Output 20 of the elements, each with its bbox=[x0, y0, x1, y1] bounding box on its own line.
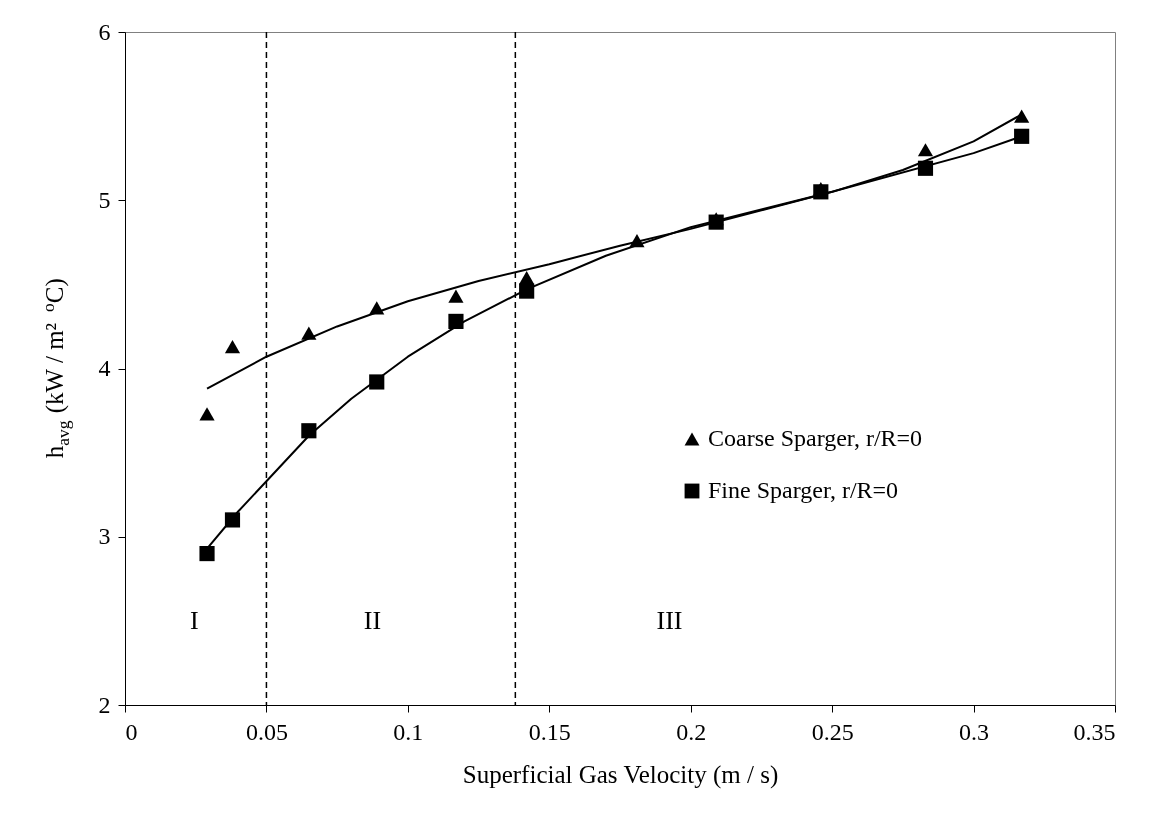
y-tick-label: 3 bbox=[98, 523, 111, 550]
x-tick-label: 0 bbox=[125, 718, 138, 745]
x-tick-label: 0.3 bbox=[959, 718, 990, 745]
annotation: II bbox=[363, 605, 382, 635]
y-tick-label: 6 bbox=[98, 18, 111, 45]
annotation: III bbox=[656, 605, 683, 635]
x-tick-label: 0.2 bbox=[676, 718, 707, 745]
x-tick-label: 0.25 bbox=[811, 718, 854, 745]
y-tick-label: 4 bbox=[98, 355, 111, 381]
x-tick-label: 0.35 bbox=[1073, 718, 1116, 745]
x-tick-label: 0.1 bbox=[393, 718, 424, 745]
legend-label: Coarse Sparger, r/R=0 bbox=[708, 425, 923, 451]
x-tick-label: 0.15 bbox=[528, 718, 571, 745]
legend-label: Fine Sparger, r/R=0 bbox=[708, 477, 899, 503]
x-tick-label: 0.05 bbox=[245, 718, 288, 745]
annotation: I bbox=[189, 605, 199, 635]
y-axis-title: havg (kW / m² oC) bbox=[38, 278, 73, 459]
y-tick-label: 5 bbox=[98, 186, 111, 213]
x-axis-title: Superficial Gas Velocity (m / s) bbox=[462, 760, 779, 789]
y-tick-label: 2 bbox=[98, 691, 111, 718]
